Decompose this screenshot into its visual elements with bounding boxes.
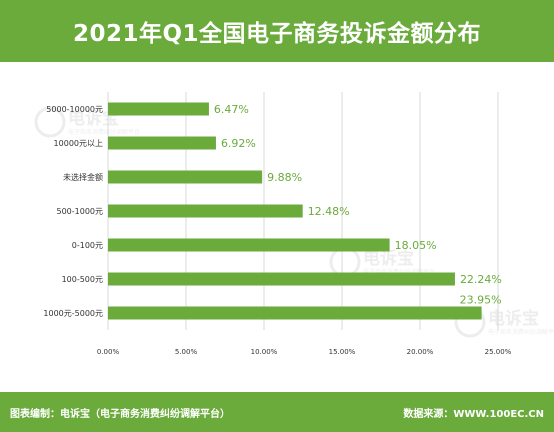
bar-chart: 电诉宝电子商务消费纠纷调解平台电诉宝电子商务消费纠纷调解平台电诉宝电子商务消费纠…	[34, 92, 554, 356]
bar	[108, 306, 482, 320]
footer-source-note: 图表编制：电诉宝（电子商务消费纠纷调解平台）	[10, 408, 230, 420]
svg-text:电子商务消费纠纷调解平台: 电子商务消费纠纷调解平台	[488, 328, 554, 336]
x-tick-label: 15.00%	[329, 348, 356, 356]
x-tick-label: 25.00%	[485, 348, 512, 356]
footer-data-source: 数据来源：WWW.100EC.CN	[403, 408, 544, 420]
category-label: 1000元-5000元	[43, 309, 103, 318]
value-label: 6.47%	[214, 103, 249, 116]
bar	[108, 170, 263, 184]
svg-text:电诉宝: 电诉宝	[363, 248, 414, 269]
value-label: 18.05%	[395, 239, 437, 252]
bar	[108, 238, 390, 252]
value-labels: 6.47% 6.92% 9.88% 12.48% 18.05% 22.24% 23.95%	[214, 103, 502, 307]
value-label: 12.48%	[308, 205, 350, 218]
bar	[108, 272, 455, 286]
category-label: 5000-10000元	[46, 105, 103, 114]
category-label: 0-100元	[72, 241, 103, 250]
x-tick-labels: 0.00% 5.00% 10.00% 15.00% 20.00% 25.00%	[97, 348, 512, 356]
svg-text:电子商务消费纠纷调解平台: 电子商务消费纠纷调解平台	[363, 268, 435, 276]
value-label: 6.92%	[221, 137, 256, 150]
title-bar: 2021年Q1全国电子商务投诉金额分布	[0, 0, 554, 62]
value-label: 9.88%	[267, 171, 302, 184]
svg-text:电子商务消费纠纷调解平台: 电子商务消费纠纷调解平台	[68, 128, 140, 136]
category-label: 未选择金额	[63, 172, 103, 182]
category-label: 500-1000元	[56, 207, 103, 216]
chart-title: 2021年Q1全国电子商务投诉金额分布	[72, 21, 482, 47]
value-label: 22.24%	[460, 273, 502, 286]
svg-text:电诉宝: 电诉宝	[488, 308, 539, 329]
x-tick-label: 0.00%	[97, 348, 120, 356]
svg-text:电诉宝: 电诉宝	[68, 108, 119, 129]
value-label: 23.95%	[460, 294, 502, 307]
footer: 图表编制：电诉宝（电子商务消费纠纷调解平台） 数据来源：WWW.100EC.CN	[0, 392, 554, 432]
bar	[108, 204, 303, 218]
x-tick-label: 5.00%	[175, 348, 198, 356]
x-tick-label: 20.00%	[407, 348, 434, 356]
chart-area: 电诉宝电子商务消费纠纷调解平台电诉宝电子商务消费纠纷调解平台电诉宝电子商务消费纠…	[0, 62, 554, 392]
watermarks: 电诉宝电子商务消费纠纷调解平台电诉宝电子商务消费纠纷调解平台电诉宝电子商务消费纠…	[34, 106, 554, 338]
x-tick-label: 10.00%	[251, 348, 278, 356]
bars	[108, 102, 482, 320]
category-label: 100-500元	[62, 275, 103, 284]
category-label: 10000元以上	[54, 139, 103, 148]
bar	[108, 102, 209, 116]
bar	[108, 136, 216, 150]
